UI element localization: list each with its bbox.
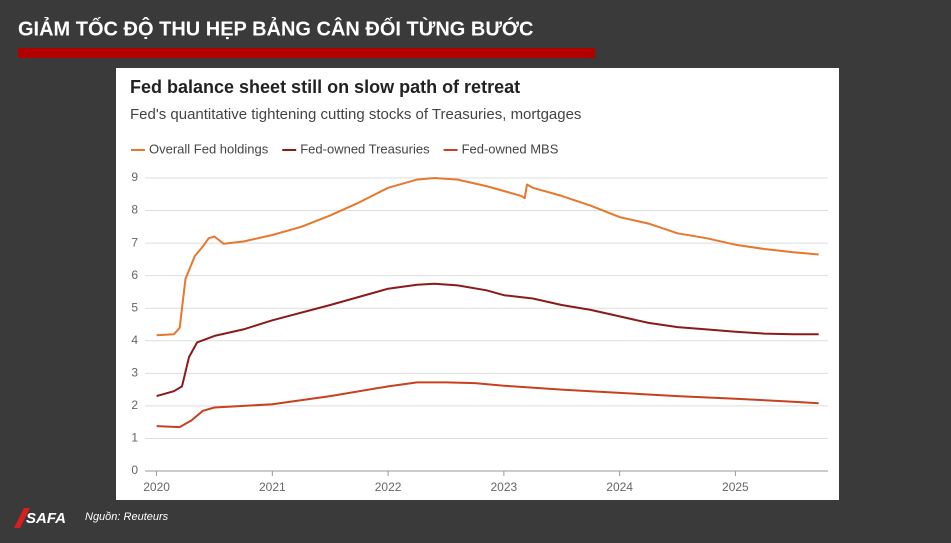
series-line xyxy=(156,177,819,337)
source: Nguồn: Reuteurs xyxy=(85,511,169,523)
logo: SAFA xyxy=(26,510,66,527)
legend-label: Overall Fed holdings xyxy=(149,141,269,156)
chart-panel xyxy=(116,68,839,500)
legend: Overall Fed holdings Fed-owned Treasuries… xyxy=(131,141,559,156)
y-tick-label: 1 xyxy=(131,431,138,445)
y-tick-label: 7 xyxy=(131,235,138,249)
series-line xyxy=(156,282,819,398)
x-tick-label: 2023 xyxy=(491,480,518,494)
x-tick-label: 2022 xyxy=(375,480,402,494)
title-bar xyxy=(18,48,595,58)
y-tick-label: 4 xyxy=(131,333,138,347)
y-tick-label: 8 xyxy=(131,203,138,217)
y-tick-label: 9 xyxy=(131,170,138,184)
legend-label: Fed-owned Treasuries xyxy=(300,141,430,156)
chart-title: Fed balance sheet still on slow path of … xyxy=(130,77,520,97)
x-tick-label: 2021 xyxy=(259,480,286,494)
x-tick-label: 2024 xyxy=(606,480,633,494)
chart-subtitle: Fed's quantitative tightening cutting st… xyxy=(130,106,581,123)
series-line xyxy=(156,381,819,429)
y-tick-label: 3 xyxy=(131,366,138,380)
slide-title: GIẢM TỐC ĐỘ THU HẸP BẢNG CÂN ĐỐI TỪNG BƯ… xyxy=(18,16,533,40)
logo-mark xyxy=(14,508,30,528)
y-tick-label: 6 xyxy=(131,268,138,282)
x-tick-label: 2025 xyxy=(722,480,749,494)
y-tick-label: 2 xyxy=(131,398,138,412)
legend-label: Fed-owned MBS xyxy=(462,141,559,156)
x-tick-label: 2020 xyxy=(143,480,170,494)
y-tick-label: 0 xyxy=(131,463,138,477)
y-tick-label: 5 xyxy=(131,300,138,314)
plot: 0 1 2 3 4 5 6 7 8 9 2020 2021 2022 2023 2024 2025 xyxy=(131,170,828,494)
